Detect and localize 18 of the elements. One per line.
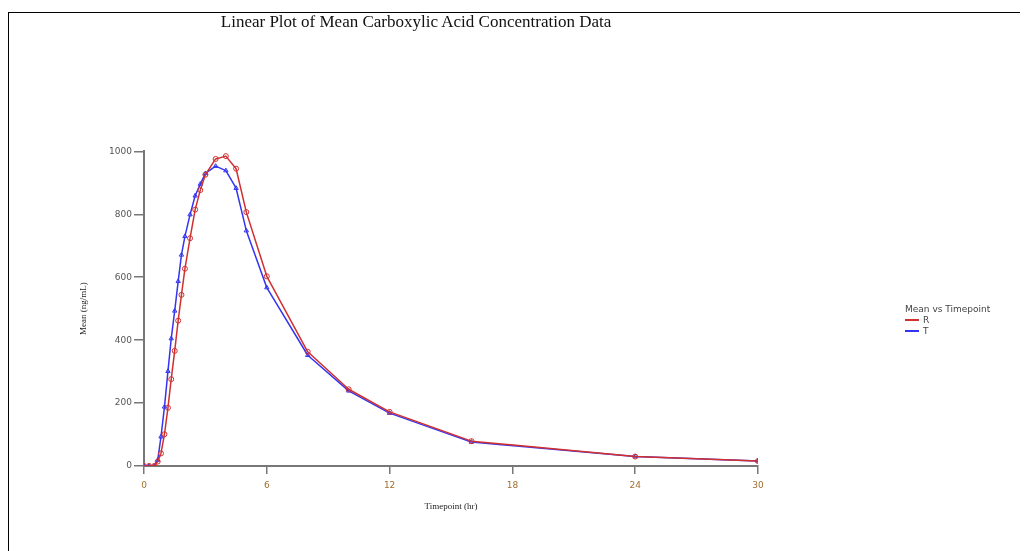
y-tick-label: 200 xyxy=(114,397,133,408)
y-tick-label: 1000 xyxy=(109,145,133,156)
legend-label: R xyxy=(923,314,930,325)
y-axis-title: Mean (ng/mL) xyxy=(77,282,88,336)
x-axis-title: Timepoint (hr) xyxy=(424,500,478,511)
x-tick-label: 24 xyxy=(629,479,642,490)
x-tick-label: 12 xyxy=(383,479,396,490)
legend-title: Mean vs Timepoint xyxy=(905,304,991,314)
x-tick-label: 18 xyxy=(506,479,519,490)
y-tick-label: 800 xyxy=(114,208,133,219)
x-tick-label: 0 xyxy=(141,479,148,490)
x-tick-label: 30 xyxy=(752,479,764,490)
chart-title: Linear Plot of Mean Carboxylic Acid Concentration Data xyxy=(220,11,612,31)
y-tick-label: 400 xyxy=(114,334,133,345)
legend-label: T xyxy=(923,325,929,336)
y-tick-label: 0 xyxy=(126,460,133,471)
y-tick-label: 600 xyxy=(114,271,133,282)
x-tick-label: 6 xyxy=(263,479,270,490)
